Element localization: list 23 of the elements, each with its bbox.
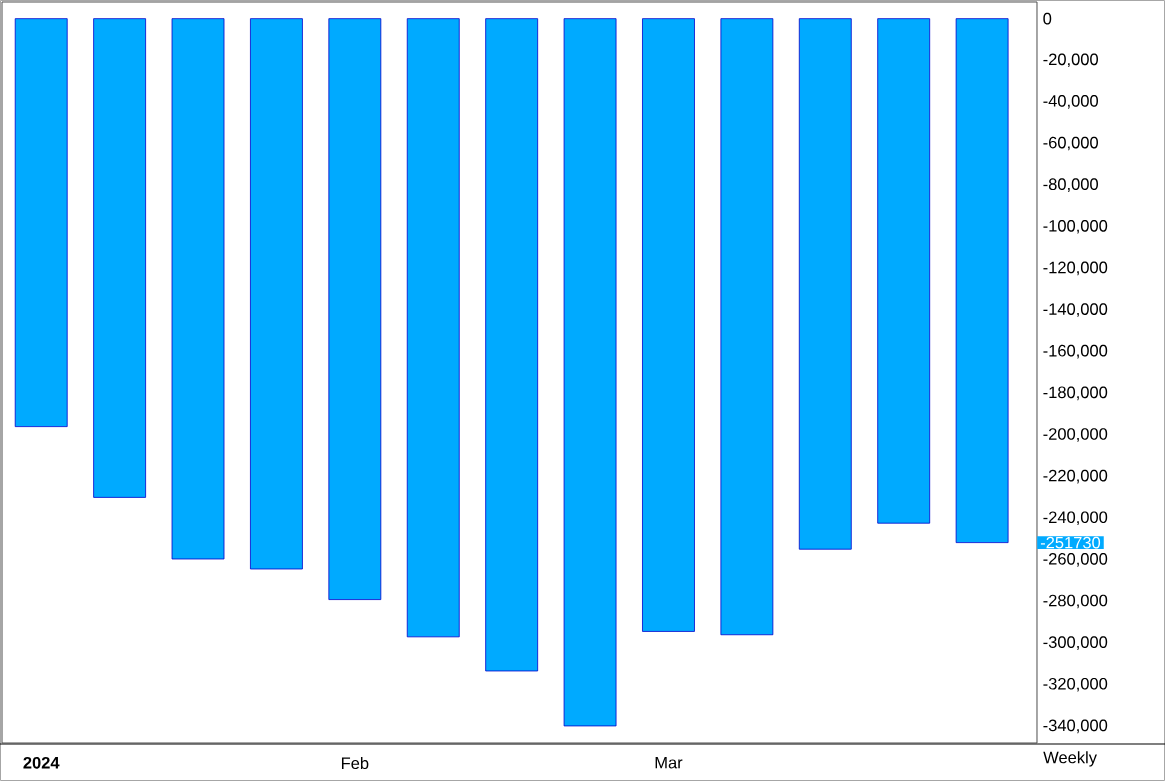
y-tick-label: -100,000 bbox=[1043, 219, 1108, 234]
y-tick-label: -180,000 bbox=[1043, 386, 1108, 401]
y-tick-label: -20,000 bbox=[1043, 53, 1098, 68]
y-tick-label: -240,000 bbox=[1043, 511, 1108, 526]
y-tick-label: -60,000 bbox=[1043, 136, 1098, 151]
y-tick-label: -320,000 bbox=[1043, 677, 1108, 692]
text: Weekly bbox=[1043, 751, 1097, 767]
y-tick-label: -220,000 bbox=[1043, 469, 1108, 484]
y-tick-label: -80,000 bbox=[1043, 178, 1098, 192]
x-tick-label: 2024 bbox=[23, 756, 60, 769]
y-tick-label: -40,000 bbox=[1043, 95, 1098, 109]
y-tick-label: -160,000 bbox=[1043, 344, 1108, 359]
x-tick-label: Feb bbox=[341, 756, 369, 770]
x-tick-label: Mar bbox=[655, 756, 683, 769]
y-tick-label: -120,000 bbox=[1043, 261, 1108, 276]
y-tick-label: -300,000 bbox=[1043, 636, 1108, 650]
y-tick-label: -200,000 bbox=[1043, 428, 1108, 442]
y-tick-label: -140,000 bbox=[1043, 303, 1108, 317]
y-tick-label: -340,000 bbox=[1043, 719, 1108, 734]
y-tick-label: -260,000 bbox=[1043, 553, 1108, 567]
y-tick-label: 0 bbox=[1043, 12, 1052, 25]
text: -251730 bbox=[1040, 536, 1101, 549]
y-tick-label: -280,000 bbox=[1043, 594, 1108, 609]
